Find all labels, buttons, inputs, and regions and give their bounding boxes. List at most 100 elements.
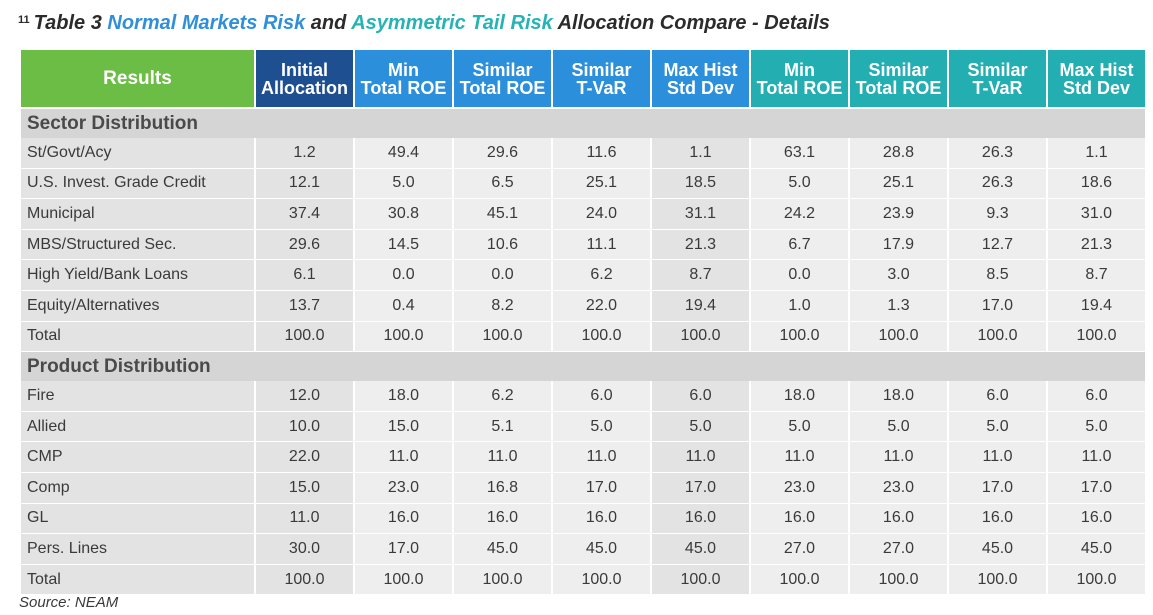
table-cell: 11.0 [652,442,749,473]
footnote-marker: 11 [18,14,30,26]
table-cell: 11.6 [553,138,650,169]
table-cell: 30.8 [355,199,452,230]
table-cell: 16.0 [652,503,749,535]
table-cell: 17.0 [652,472,749,504]
table-cell: 12.7 [949,229,1046,261]
table-cell: 26.3 [949,168,1046,200]
column-header-line1: Similar [472,59,533,80]
table-cell: 6.0 [553,381,650,412]
table-row: U.S. Invest. Grade Credit 12.1 5.0 6.5 25.1 1… [21,168,1145,200]
table-cell: 11.1 [553,229,650,261]
row-label: Equity/Alternatives [21,290,254,322]
section-header-row: Sector Distribution [21,109,1145,138]
table-cell: 18.0 [355,381,452,412]
table-row: Fire 12.0 18.0 6.2 6.0 6.0 18.0 18.0 6.0 6.0 [21,381,1145,412]
table-cell: 5.0 [850,411,947,443]
table-cell: 11.0 [751,442,848,473]
table-cell: 5.0 [1048,411,1145,443]
table-cell: 1.1 [652,138,749,169]
table-cell: 31.1 [652,199,749,230]
section-header-row: Product Distribution [21,352,1145,382]
table-cell: 45.0 [949,534,1046,565]
title-asymmetric-tail: Asymmetric Tail Risk [351,12,553,34]
table-cell: 22.0 [553,290,650,322]
table-cell: 23.0 [355,472,452,504]
table-cell: 5.0 [652,411,749,443]
table-cell: 5.0 [949,411,1046,443]
table-row: Municipal 37.4 30.8 45.1 24.0 31.1 24.2 23.9 9.3… [21,199,1145,230]
column-header-line2: Total ROE [756,77,843,98]
table-cell: 26.3 [949,138,1046,169]
column-header-line2: Std Dev [1062,77,1131,98]
column-header-line2: Allocation [260,77,348,98]
header-row: Results Initial Allocation Min Total ROE Simi… [21,50,1145,109]
table-cell: 24.2 [751,199,848,230]
table-cell: 17.0 [949,290,1046,322]
table-cell: 10.6 [454,229,551,261]
table-cell: 3.0 [850,260,947,291]
table-cell: 100.0 [1048,564,1145,596]
table-cell: 27.0 [751,534,848,565]
table-cell: 0.0 [751,260,848,291]
table-cell: 12.0 [256,381,353,412]
table-cell: 0.0 [355,260,452,291]
table-cell: 49.4 [355,138,452,169]
table-cell: 15.0 [355,411,452,443]
table-cell: 23.9 [850,199,947,230]
column-header-line1: Min [784,59,815,80]
table-cell: 29.6 [256,229,353,261]
table-row: Pers. Lines 30.0 17.0 45.0 45.0 45.0 27.0 27.0 4… [21,534,1145,565]
table-cell: 1.0 [751,290,848,322]
table-cell: 100.0 [256,321,353,353]
table-cell: 6.2 [454,381,551,412]
table-cell: 11.0 [850,442,947,473]
table-cell: 1.1 [1048,138,1145,169]
table-cell: 8.7 [652,260,749,291]
column-header: Similar Total ROE [454,50,551,109]
table-cell: 17.0 [1048,472,1145,504]
table-cell: 14.5 [355,229,452,261]
table-cell: 11.0 [949,442,1046,473]
table-cell: 25.1 [553,168,650,200]
table-row: CMP 22.0 11.0 11.0 11.0 11.0 11.0 11.0 11.0 11.0 [21,442,1145,473]
row-label: CMP [21,442,254,473]
table-cell: 11.0 [355,442,452,473]
table-cell: 8.7 [1048,260,1145,291]
table-cell: 100.0 [949,564,1046,596]
table-cell: 6.2 [553,260,650,291]
column-header: Similar Total ROE [850,50,947,109]
table-cell: 21.3 [652,229,749,261]
column-header-line1: Similar [571,59,632,80]
table-cell: 11.0 [256,503,353,535]
table-cell: 30.0 [256,534,353,565]
table-cell: 100.0 [355,564,452,596]
table-cell: 100.0 [553,321,650,353]
table-row: High Yield/Bank Loans 6.1 0.0 0.0 6.2 8.7 0.0 3… [21,260,1145,291]
table-cell: 6.0 [652,381,749,412]
table-title: 11 Table 3 Normal Markets Risk and Asymme… [18,12,830,35]
table-cell: 16.0 [751,503,848,535]
column-header: Similar T-VaR [949,50,1046,109]
row-label: U.S. Invest. Grade Credit [21,168,254,200]
section-title: Product Distribution [21,352,1145,382]
table-cell: 37.4 [256,199,353,230]
table-cell: 1.2 [256,138,353,169]
table-cell: 28.8 [850,138,947,169]
table-cell: 6.0 [949,381,1046,412]
table-cell: 27.0 [850,534,947,565]
row-label: MBS/Structured Sec. [21,229,254,261]
table-cell: 6.1 [256,260,353,291]
table-cell: 29.6 [454,138,551,169]
row-label: St/Govt/Acy [21,138,254,169]
column-header: Initial Allocation [256,50,353,109]
source-note: Source: NEAM [19,594,119,611]
table-cell: 18.6 [1048,168,1145,200]
table-cell: 100.0 [850,564,947,596]
table-cell: 100.0 [751,564,848,596]
table-cell: 22.0 [256,442,353,473]
table-cell: 45.0 [553,534,650,565]
table-cell: 1.3 [850,290,947,322]
column-header: Min Total ROE [751,50,848,109]
table-cell: 63.1 [751,138,848,169]
table-row: Total 100.0 100.0 100.0 100.0 100.0 100.0 100.0… [21,564,1145,596]
